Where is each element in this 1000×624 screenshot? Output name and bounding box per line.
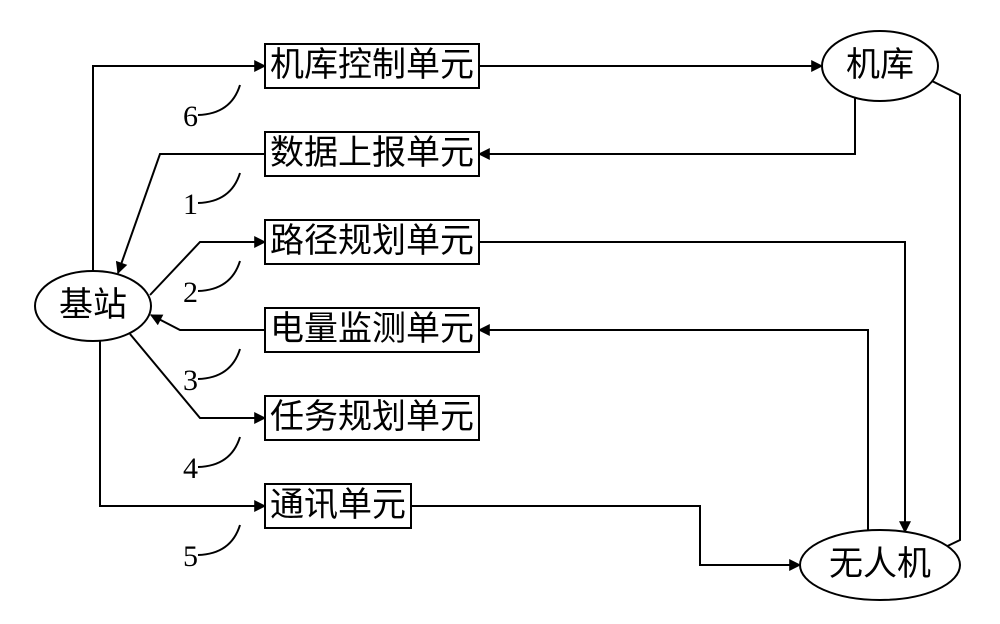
- node-label-u1: 数据上报单元: [270, 134, 474, 172]
- number-leader-n6: [198, 85, 240, 115]
- node-drone: 无人机: [800, 530, 960, 600]
- nodes-layer: 基站 机库无人机 机库控制单元数据上报单元路径规划单元电量监测单元任务规划单元通讯单…: [35, 31, 960, 600]
- edge-u3-to-base: [151, 315, 265, 330]
- node-u6: 机库控制单元: [265, 44, 479, 88]
- number-label-n3: 3: [183, 364, 198, 397]
- number-label-n2: 2: [183, 276, 198, 309]
- edge-hangar-to-drone: [930, 80, 960, 552]
- number-labels-layer: 6 1 2 3 4 5: [183, 85, 240, 573]
- node-label-u5: 通讯单元: [270, 487, 406, 524]
- node-base: 基站: [35, 271, 151, 341]
- number-label-n4: 4: [183, 452, 198, 485]
- number-leader-n1: [198, 173, 240, 203]
- number-leader-n5: [198, 525, 240, 555]
- number-label-n1: 1: [183, 188, 198, 221]
- edges-layer: [93, 66, 960, 565]
- number-label-n6: 6: [183, 100, 198, 133]
- node-u3: 电量监测单元: [265, 308, 479, 352]
- number-leader-n2: [198, 261, 240, 291]
- edge-u2-to-drone: [479, 242, 905, 532]
- node-label-u2: 路径规划单元: [270, 222, 474, 260]
- node-u2: 路径规划单元: [265, 220, 479, 264]
- node-label-base: 基站: [59, 286, 127, 324]
- edge-hangar-to-u1: [479, 98, 855, 154]
- node-u4: 任务规划单元: [265, 396, 479, 440]
- edge-base-to-u2: [150, 242, 265, 295]
- node-label-u4: 任务规划单元: [270, 398, 474, 436]
- node-label-hangar: 机库: [846, 46, 914, 84]
- node-hangar: 机库: [822, 31, 938, 101]
- number-label-n5: 5: [183, 540, 198, 573]
- number-leader-n3: [198, 349, 240, 379]
- node-label-u3: 电量监测单元: [270, 310, 474, 348]
- number-leader-n4: [198, 437, 240, 467]
- node-u5: 通讯单元: [265, 484, 411, 528]
- node-u1: 数据上报单元: [265, 132, 479, 176]
- edge-base-to-u6: [93, 66, 265, 271]
- edge-drone-to-u3: [479, 330, 868, 530]
- node-label-u6: 机库控制单元: [270, 46, 474, 84]
- edge-u5-to-drone: [411, 506, 800, 565]
- node-label-drone: 无人机: [829, 545, 931, 583]
